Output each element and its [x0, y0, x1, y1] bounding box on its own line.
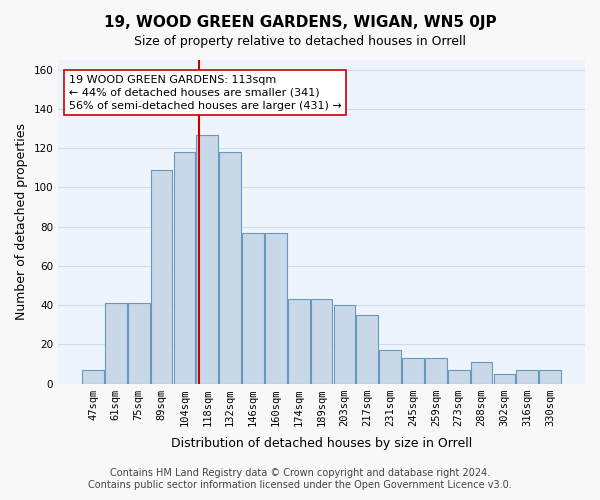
Bar — [151, 170, 172, 384]
Bar — [539, 370, 561, 384]
Bar — [402, 358, 424, 384]
Bar — [128, 303, 149, 384]
Bar — [173, 152, 195, 384]
X-axis label: Distribution of detached houses by size in Orrell: Distribution of detached houses by size … — [171, 437, 472, 450]
Bar — [196, 134, 218, 384]
Text: Contains HM Land Registry data © Crown copyright and database right 2024.
Contai: Contains HM Land Registry data © Crown c… — [88, 468, 512, 490]
Text: 19, WOOD GREEN GARDENS, WIGAN, WN5 0JP: 19, WOOD GREEN GARDENS, WIGAN, WN5 0JP — [104, 15, 496, 30]
Y-axis label: Number of detached properties: Number of detached properties — [15, 124, 28, 320]
Bar — [334, 305, 355, 384]
Bar — [265, 232, 287, 384]
Bar — [425, 358, 447, 384]
Text: Size of property relative to detached houses in Orrell: Size of property relative to detached ho… — [134, 35, 466, 48]
Bar — [288, 299, 310, 384]
Bar — [494, 374, 515, 384]
Bar — [219, 152, 241, 384]
Bar — [517, 370, 538, 384]
Bar — [242, 232, 264, 384]
Bar — [311, 299, 332, 384]
Bar — [448, 370, 470, 384]
Bar — [379, 350, 401, 384]
Bar — [471, 362, 493, 384]
Bar — [105, 303, 127, 384]
Bar — [82, 370, 104, 384]
Text: 19 WOOD GREEN GARDENS: 113sqm
← 44% of detached houses are smaller (341)
56% of : 19 WOOD GREEN GARDENS: 113sqm ← 44% of d… — [69, 74, 341, 111]
Bar — [356, 315, 378, 384]
